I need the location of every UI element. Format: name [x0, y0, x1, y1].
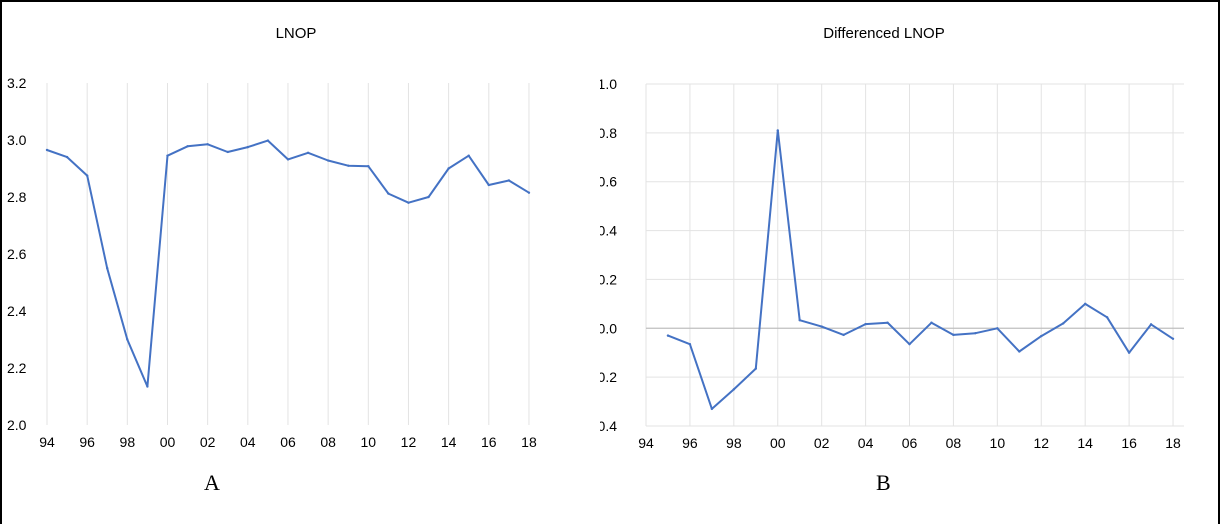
chart-a-data-point: [507, 179, 511, 182]
chart-b-data-point: [908, 342, 911, 346]
chart-a-data-point: [65, 155, 69, 159]
chart-b-differenced-lnop: Differenced LNOP -0.4 -0.2 0.0 0.2 0.4 0.6 0.8…: [600, 25, 1184, 451]
chart-a-y-tick-label: 2.4: [7, 303, 27, 319]
chart-a-x-tick-label: 04: [240, 434, 256, 450]
chart-a-title: LNOP: [276, 25, 317, 42]
chart-b-data-point: [996, 327, 999, 330]
chart-b-data-point: [952, 333, 955, 337]
chart-b-y-tick-label: 0.4: [600, 223, 617, 239]
chart-b-x-tick-label: 12: [1033, 435, 1049, 451]
chart-b-x-tick-label: 00: [770, 435, 786, 451]
chart-b-x-tick-label: 08: [946, 435, 962, 451]
chart-b-data-point: [754, 367, 757, 370]
chart-b-data-point: [1149, 323, 1153, 326]
chart-b-y-tick-label: -0.2: [600, 369, 617, 385]
chart-a-data-point: [347, 164, 350, 167]
chart-a-lnop: LNOP 2.0 2.2 2.4 2.6 2.8 3.0 3.2 94 96 98 00 02 04 06…: [7, 25, 537, 450]
chart-b-data-point: [798, 319, 801, 322]
chart-a-x-tick-label: 96: [79, 434, 95, 450]
chart-a-x-tick-label: 16: [481, 434, 497, 450]
chart-b-data-point: [930, 321, 933, 324]
chart-a-y-tick-label: 3.0: [7, 132, 27, 148]
chart-a-y-tick-label: 2.2: [7, 360, 27, 376]
panel-label-a: A: [204, 470, 220, 495]
chart-b-data-point: [1171, 337, 1175, 340]
chart-b-x-tick-label: 98: [726, 435, 742, 451]
chart-b-x-tick-label: 02: [814, 435, 830, 451]
chart-a-data-point: [206, 143, 209, 146]
chart-b-data-point: [974, 331, 977, 335]
chart-b-x-tick-label: 18: [1165, 435, 1181, 451]
chart-b-data-point: [1127, 351, 1131, 354]
chart-b-x-tick-label: 96: [682, 435, 698, 451]
chart-b-data-point: [1040, 334, 1043, 338]
chart-b-series-line: [667, 129, 1174, 410]
chart-b-y-tick-label: 0.6: [600, 174, 617, 190]
chart-b-data-point: [688, 342, 692, 346]
chart-b-y-tick-label: 0.2: [600, 271, 617, 287]
chart-b-data-point: [886, 321, 889, 324]
chart-a-data-point: [85, 174, 89, 177]
chart-a-data-point: [126, 338, 129, 341]
chart-b-data-point: [842, 333, 845, 337]
chart-a-y-tick-label: 3.2: [7, 75, 27, 91]
chart-a-x-tick-label: 00: [160, 434, 176, 450]
chart-b-data-point: [1018, 350, 1021, 353]
chart-a-data-point: [306, 151, 310, 155]
chart-b-data-point: [1105, 316, 1109, 319]
chart-b-y-tick-label: 0.8: [600, 125, 617, 141]
chart-b-data-point: [710, 407, 714, 411]
chart-a-data-point: [467, 154, 470, 157]
chart-a-data-point: [186, 145, 189, 148]
chart-a-data-point: [487, 183, 490, 187]
chart-a-data-point: [226, 150, 229, 154]
chart-b-data-point: [776, 129, 779, 132]
chart-a-data-point: [326, 159, 330, 162]
chart-b-x-tick-label: 94: [638, 435, 654, 451]
chart-b-data-point: [1083, 302, 1087, 306]
chart-a-x-tick-label: 06: [280, 434, 296, 450]
chart-b-y-tick-label: -0.4: [600, 418, 617, 434]
chart-a-data-point: [106, 267, 109, 270]
chart-a-x-tick-label: 98: [120, 434, 136, 450]
chart-b-x-tick-label: 06: [902, 435, 918, 451]
chart-a-x-tick-label: 14: [441, 434, 457, 450]
chart-b-data-point: [864, 322, 867, 326]
chart-b-data-point: [666, 334, 670, 337]
chart-a-x-tick-label: 08: [320, 434, 336, 450]
chart-a-data-point: [427, 195, 430, 199]
chart-a-y-tick-label: 2.8: [7, 189, 27, 205]
chart-a-data-point: [367, 165, 370, 168]
chart-a-data-point: [407, 201, 410, 204]
chart-b-data-point: [1062, 322, 1065, 325]
chart-a-y-tick-label: 2.0: [7, 417, 27, 433]
chart-a-x-tick-label: 94: [39, 434, 55, 450]
chart-a-data-point: [166, 154, 169, 157]
chart-a-x-tick-label: 10: [361, 434, 377, 450]
chart-a-data-point: [387, 192, 390, 195]
chart-a-data-point: [447, 167, 450, 170]
chart-a-data-point: [527, 191, 531, 194]
chart-a-x-tick-label: 02: [200, 434, 216, 450]
chart-a-data-point: [45, 148, 49, 152]
chart-a-x-tick-label: 12: [401, 434, 417, 450]
chart-a-y-tick-label: 2.6: [7, 246, 27, 262]
chart-b-x-tick-label: 04: [858, 435, 874, 451]
chart-a-x-tick-label: 18: [521, 434, 537, 450]
chart-b-x-tick-label: 14: [1077, 435, 1093, 451]
chart-a-data-point: [266, 139, 270, 142]
chart-a-data-point: [146, 385, 149, 388]
chart-b-x-tick-label: 10: [990, 435, 1006, 451]
chart-b-y-tick-label: 1.0: [600, 76, 617, 92]
chart-b-data-point: [820, 325, 823, 328]
chart-a-data-point: [246, 145, 250, 149]
chart-a-data-point: [286, 158, 290, 161]
chart-b-y-tick-label: 0.0: [600, 320, 617, 336]
chart-b-title: Differenced LNOP: [823, 25, 944, 42]
chart-b-x-tick-label: 16: [1121, 435, 1137, 451]
chart-b-data-point: [732, 388, 736, 391]
panel-label-b: B: [876, 470, 891, 495]
